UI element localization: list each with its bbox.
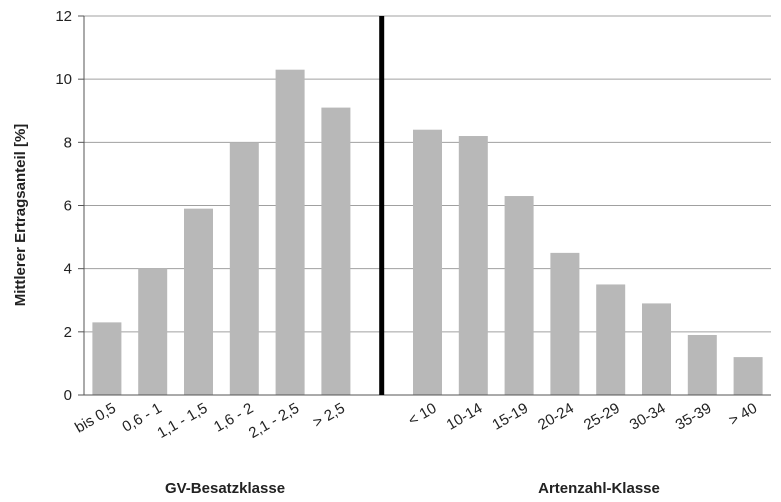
group-label-artenzahl-klasse: Artenzahl-Klasse bbox=[538, 480, 660, 497]
y-tick-labels: 0 2 4 6 8 10 12 bbox=[55, 8, 72, 404]
group-label-gv-besatzklasse: GV-Besatzklasse bbox=[164, 480, 286, 497]
y-tick-label: 0 bbox=[64, 387, 72, 404]
bar bbox=[92, 322, 122, 395]
bar bbox=[275, 69, 305, 396]
y-axis-label: Mittlerer Ertragsanteil [%] bbox=[12, 124, 29, 307]
y-tick-label: 8 bbox=[64, 134, 72, 151]
x-tick-label: 1,1 - 1,5 bbox=[154, 400, 210, 442]
y-tick-label: 6 bbox=[64, 198, 72, 215]
axes bbox=[83, 16, 771, 396]
bar bbox=[321, 107, 351, 395]
x-tick-label: bis 0,5 bbox=[72, 400, 119, 437]
x-tick-label: 15-19 bbox=[489, 400, 531, 434]
x-tick-label: 30-34 bbox=[627, 400, 669, 434]
x-tick-label: 2,1 - 2,5 bbox=[246, 400, 302, 442]
bar bbox=[458, 136, 488, 395]
bar bbox=[504, 196, 534, 395]
x-tick-label: 35-39 bbox=[673, 400, 715, 434]
y-tick-label: 12 bbox=[55, 8, 72, 25]
y-tick-label: 10 bbox=[55, 71, 72, 88]
bar bbox=[687, 334, 717, 395]
x-tick-label: 10-14 bbox=[444, 400, 486, 434]
x-tick-labels: bis 0,5 0,6 - 11,1 - 1,5 1,6 - 22,1 - 2,5 >… bbox=[72, 400, 760, 442]
bars bbox=[92, 69, 763, 396]
bar bbox=[642, 303, 671, 395]
y-tick-label: 4 bbox=[64, 261, 72, 278]
x-tick-label: > 2,5 bbox=[310, 400, 348, 432]
y-tick-label: 2 bbox=[64, 324, 72, 341]
bar bbox=[138, 268, 168, 395]
bar bbox=[413, 129, 442, 395]
x-tick-label: > 40 bbox=[726, 400, 760, 430]
bar bbox=[229, 142, 259, 395]
bar bbox=[184, 208, 213, 395]
bar bbox=[550, 252, 580, 395]
bar bbox=[733, 357, 763, 395]
x-tick-label: 20-24 bbox=[535, 400, 577, 434]
x-tick-label: < 10 bbox=[405, 400, 439, 430]
x-tick-label: 25-29 bbox=[581, 400, 623, 434]
bar bbox=[596, 284, 626, 395]
